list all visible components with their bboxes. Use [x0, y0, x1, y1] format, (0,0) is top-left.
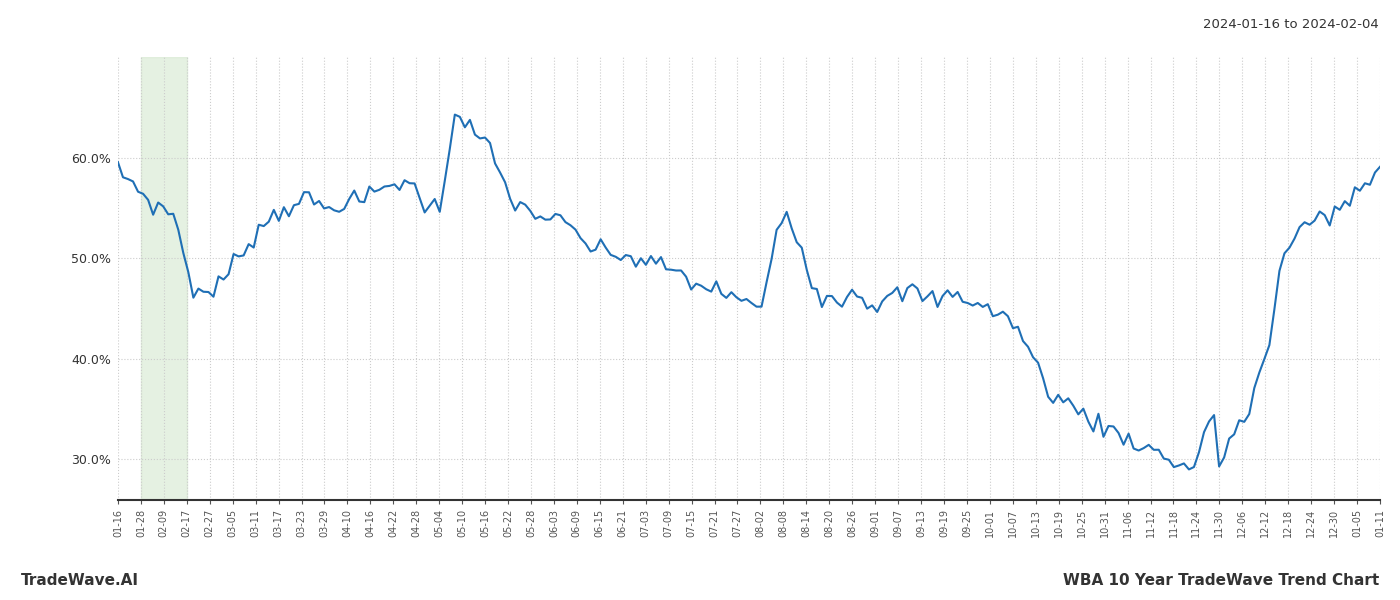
- Text: WBA 10 Year TradeWave Trend Chart: WBA 10 Year TradeWave Trend Chart: [1063, 573, 1379, 588]
- Text: TradeWave.AI: TradeWave.AI: [21, 573, 139, 588]
- Bar: [141, 57, 186, 500]
- Text: 2024-01-16 to 2024-02-04: 2024-01-16 to 2024-02-04: [1203, 18, 1379, 31]
